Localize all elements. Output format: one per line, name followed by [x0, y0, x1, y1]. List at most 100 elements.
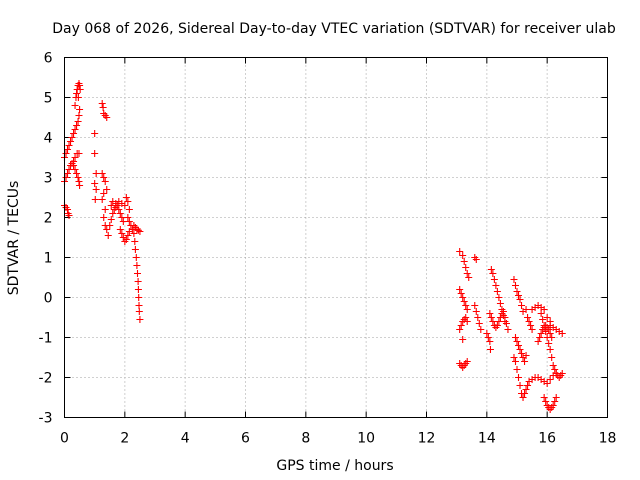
data-point: [99, 104, 107, 111]
data-point: [70, 130, 78, 137]
data-point: [459, 294, 467, 301]
data-point: [100, 214, 108, 221]
data-point: [484, 334, 492, 341]
data-point: [98, 170, 106, 177]
data-point: [101, 206, 109, 213]
data-point: [456, 286, 464, 293]
y-tick-label: -2: [39, 371, 53, 387]
y-axis-label: SDTVAR / TECUs: [6, 181, 22, 296]
data-point: [524, 382, 532, 389]
data-point: [65, 212, 73, 219]
data-point: [104, 232, 112, 239]
data-point: [121, 202, 129, 209]
data-point: [510, 354, 518, 361]
data-point: [91, 150, 99, 157]
data-point: [475, 320, 483, 327]
y-tick-label: -3: [39, 411, 53, 427]
data-point: [518, 302, 526, 309]
data-point: [130, 230, 138, 237]
data-point: [98, 196, 106, 203]
data-point: [515, 374, 523, 381]
data-point: [524, 314, 532, 321]
data-point: [116, 226, 124, 233]
data-point: [106, 222, 114, 229]
data-point: [118, 230, 126, 237]
data-point: [502, 320, 510, 327]
data-point: [456, 248, 464, 255]
data-point: [136, 316, 144, 323]
data-point: [542, 398, 550, 405]
data-point: [71, 154, 79, 161]
x-axis-label: GPS time / hours: [276, 458, 393, 474]
data-point: [74, 118, 82, 125]
data-point: [103, 186, 111, 193]
data-point: [539, 316, 547, 323]
data-point: [552, 394, 560, 401]
data-point: [462, 314, 470, 321]
data-point: [64, 170, 72, 177]
data-point: [487, 314, 495, 321]
data-point: [122, 194, 130, 201]
data-point: [457, 290, 465, 297]
data-point: [460, 258, 468, 265]
data-point: [76, 86, 84, 93]
data-point: [118, 214, 126, 221]
data-point: [472, 308, 480, 315]
data-point: [483, 330, 491, 337]
data-point: [558, 330, 566, 337]
data-point: [134, 226, 142, 234]
data-point: [124, 232, 132, 239]
data-point: [131, 246, 139, 253]
data-point: [558, 370, 566, 377]
data-point: [74, 174, 82, 181]
data-point: [100, 190, 108, 197]
data-point: [545, 340, 553, 347]
data-point: [65, 142, 73, 149]
data-point: [540, 394, 548, 401]
data-point: [103, 226, 111, 233]
plot-frame: [64, 57, 608, 418]
chart-title: Day 068 of 2026, Sidereal Day-to-day VTE…: [52, 21, 616, 37]
y-tick-label: 4: [44, 131, 53, 147]
x-tick-label: 14: [478, 431, 496, 447]
data-point: [540, 306, 548, 313]
data-point: [125, 218, 133, 225]
data-point: [122, 236, 130, 243]
data-point: [74, 94, 82, 101]
data-point: [521, 390, 529, 397]
data-point: [73, 122, 81, 129]
data-point: [119, 218, 127, 225]
data-point: [115, 206, 123, 213]
data-point: [521, 358, 529, 365]
data-point: [472, 256, 480, 263]
data-point: [76, 106, 84, 113]
data-point: [70, 158, 78, 165]
data-point: [548, 354, 556, 361]
data-point: [534, 338, 542, 345]
data-point: [62, 174, 70, 181]
data-point: [549, 362, 557, 369]
data-point: [546, 376, 554, 383]
data-point: [91, 130, 99, 137]
data-point: [71, 126, 79, 133]
data-point: [463, 318, 471, 325]
data-point: [528, 326, 536, 333]
data-point: [107, 216, 115, 223]
data-point: [536, 334, 544, 341]
x-tick-label: 0: [60, 431, 69, 447]
y-tick-labels: -3 -2 -1 0 1 2 3 4 5 6: [39, 51, 53, 427]
data-point: [136, 228, 144, 235]
y-tick-label: 5: [44, 91, 53, 107]
x-tick-label: 18: [599, 431, 617, 447]
data-point: [125, 206, 133, 213]
y-tick-label: 3: [44, 171, 53, 187]
grid-lines: [64, 57, 608, 418]
y-tick-label: 6: [44, 51, 53, 67]
data-point: [101, 178, 109, 185]
data-point: [76, 82, 84, 89]
data-point: [543, 380, 551, 387]
data-point: [522, 306, 530, 313]
data-point: [456, 326, 464, 333]
data-point: [462, 264, 470, 271]
